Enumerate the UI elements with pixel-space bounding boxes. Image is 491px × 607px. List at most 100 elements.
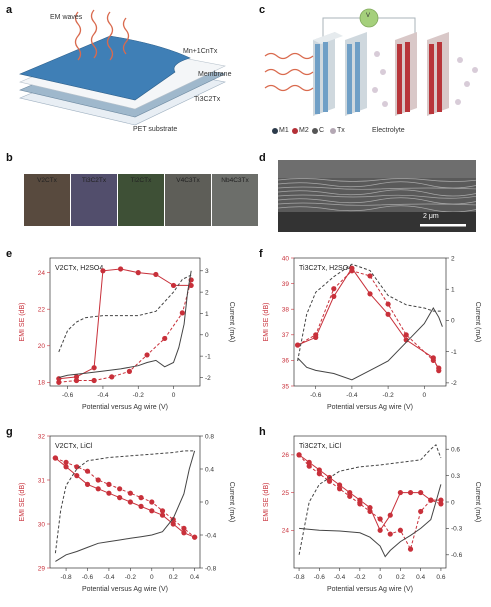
emi-data-point: [397, 527, 403, 533]
sample-ti3c2tx: Ti3C2Tx: [71, 174, 117, 226]
emi-data-point: [367, 508, 373, 515]
y-right-tick-label: -2: [451, 380, 457, 387]
y-right-axis-label: Current (mA): [474, 482, 481, 522]
sample-v4c3tx: V4C3Tx: [165, 174, 211, 226]
y-right-tick-label: -0.8: [205, 565, 217, 572]
panel-a-illustration: [19, 9, 226, 126]
sem-image: [278, 160, 476, 232]
emi-data-point: [170, 521, 176, 527]
x-tick-label: -0.6: [82, 574, 94, 581]
y-left-tick-label: 38: [282, 307, 290, 314]
emi-data-point: [109, 374, 115, 380]
y-right-tick-label: -1: [451, 349, 457, 356]
emi-data-point: [387, 512, 393, 518]
y-left-tick-label: 35: [282, 383, 290, 390]
em-waves-label: EM waves: [50, 14, 83, 21]
emi-data-point: [367, 505, 373, 511]
y-right-tick-label: 0.3: [451, 473, 460, 480]
y-left-tick-label: 30: [38, 521, 46, 528]
legend-c-dot: [312, 128, 318, 134]
electrolyte-ions: [372, 51, 478, 107]
x-tick-label: -0.6: [62, 392, 74, 399]
x-tick-label: -0.6: [310, 392, 322, 399]
y-left-axis-label: EMI SE (dB): [263, 303, 270, 342]
emi-data-point: [306, 463, 312, 469]
emi-data-point: [428, 497, 434, 503]
emi-data-point: [162, 335, 168, 342]
c-wave-2: [264, 68, 314, 76]
y-left-tick-label: 40: [282, 255, 290, 262]
scale-bar: [420, 224, 466, 227]
y-left-tick-label: 36: [282, 358, 290, 365]
emi-data-point: [100, 268, 106, 274]
emi-data-point: [144, 352, 150, 358]
emi-data-point: [138, 503, 144, 509]
emi-data-point: [377, 527, 383, 533]
emi-data-point: [126, 368, 133, 374]
emi-data-point: [418, 489, 424, 496]
emi-data-point: [349, 268, 355, 274]
emi-data-point: [135, 270, 141, 276]
emi-data-point: [138, 495, 144, 501]
chart-panel-f: -0.6 -0.4 -0.2 0 35 36 37 38 39 40 -2 -1 0 1 2 Potentia…: [263, 255, 481, 411]
emi-data-point: [337, 486, 343, 492]
emi-data-point: [407, 546, 414, 552]
legend-m1-dot: [272, 128, 278, 134]
chart-panel-g: -0.8 -0.6 -0.4 -0.2 0 0.2 0.4 29 30 31 32 -0.8 -0.4 0…: [19, 433, 235, 593]
x-tick-label: -0.8: [60, 574, 72, 581]
x-tick-label: 0.6: [436, 574, 445, 581]
membrane-label: Membrane: [198, 71, 232, 78]
emi-data-point: [170, 517, 176, 523]
battery-symbol: V: [366, 13, 371, 19]
emi-data-point: [331, 286, 337, 292]
sample-nb4c3tx: Nb4C3Tx: [212, 174, 258, 226]
x-tick-label: -0.4: [334, 574, 346, 581]
y-right-axis-label: Current (mA): [474, 302, 481, 342]
emi-data-point: [316, 471, 322, 477]
mxene-top-label: Mn+1CnTx: [183, 48, 218, 55]
emi-data-point: [367, 273, 373, 279]
emi-data-point: [181, 525, 187, 531]
x-tick-label: 0.4: [416, 574, 425, 581]
y-right-tick-label: -0.3: [451, 526, 463, 533]
current-series-line: [55, 450, 196, 562]
y-right-tick-label: 0: [451, 499, 455, 506]
x-tick-label: -0.4: [97, 392, 109, 399]
y-left-tick-label: 20: [38, 343, 46, 350]
y-left-axis-label: EMI SE (dB): [263, 483, 270, 522]
y-right-tick-label: 0.6: [451, 447, 460, 454]
emi-data-point: [84, 481, 91, 487]
y-right-tick-label: 0: [205, 332, 209, 339]
emi-data-point: [385, 311, 391, 317]
emi-data-point: [84, 468, 91, 474]
current-series-line: [58, 270, 192, 378]
y-left-tick-label: 24: [282, 528, 290, 535]
x-tick-label: 0.2: [169, 574, 178, 581]
emi-data-point: [385, 301, 391, 307]
emi-data-point: [159, 512, 166, 518]
emi-data-point: [73, 377, 80, 384]
battery-icon: [359, 8, 379, 28]
x-tick-label: -0.2: [133, 392, 145, 399]
chart-annotation: Ti3C2Tx, LiCl: [299, 443, 342, 450]
panel-d-letter: d: [259, 152, 266, 164]
panel-f-letter: f: [259, 248, 263, 260]
legend-tx-label: Tx: [337, 127, 345, 134]
legend-c-label: C: [319, 127, 325, 134]
y-right-tick-label: 2: [205, 289, 209, 296]
y-right-tick-label: -1: [205, 353, 211, 360]
panel-b-letter: b: [6, 152, 13, 164]
x-tick-label: 0: [172, 392, 176, 399]
y-right-axis-label: Current (mA): [228, 302, 235, 342]
y-right-tick-label: 0: [451, 318, 455, 325]
electrolyte-label: Electrolyte: [372, 127, 405, 134]
emi-data-point: [337, 482, 343, 488]
red-stack-1: [395, 32, 417, 116]
y-left-tick-label: 22: [38, 307, 46, 314]
x-axis-label: Potential versus Ag wire (V): [327, 586, 413, 593]
y-right-tick-label: 0.4: [205, 466, 214, 473]
pet-substrate-label: PET substrate: [133, 126, 178, 133]
emi-data-point: [347, 493, 353, 499]
ti3c2-label: Ti3C2Tx: [194, 96, 221, 103]
legend-m2-label: M2: [299, 127, 309, 134]
